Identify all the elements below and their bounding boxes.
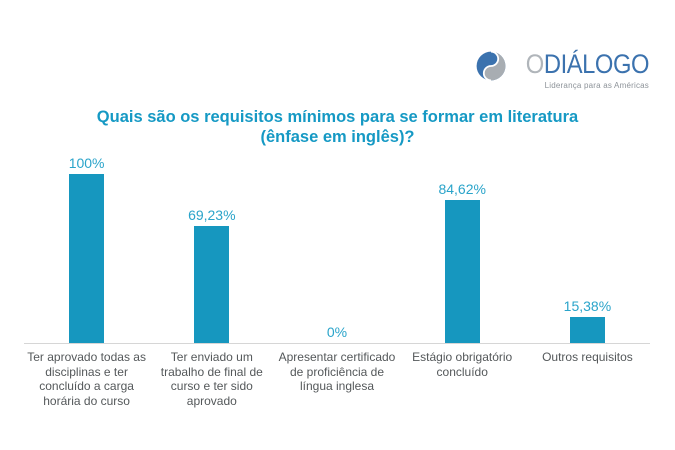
bar-column: 15,38% bbox=[525, 155, 650, 343]
category-label: Estágio obrigatório concluído bbox=[412, 350, 513, 379]
dialog-circle-icon bbox=[476, 51, 506, 81]
category-labels-row: Ter aprovado todas as disciplinas e ter … bbox=[24, 350, 650, 408]
bar bbox=[194, 226, 230, 343]
bars-area: 100% 69,23% 0% 84,62% 15,38% bbox=[24, 155, 650, 343]
logo-name: DIÁLOGO bbox=[543, 49, 650, 79]
logo-prefix: O bbox=[525, 49, 544, 79]
bar-value-label: 84,62% bbox=[438, 181, 486, 197]
logo-tagline: Liderança para as Américas bbox=[544, 81, 649, 90]
category-label: Ter enviado um trabalho de final de curs… bbox=[160, 350, 263, 408]
bar-column: 69,23% bbox=[149, 155, 274, 343]
chart-title-line1: Quais são os requisitos mínimos para se … bbox=[96, 108, 579, 126]
bar-column: 84,62% bbox=[400, 155, 525, 343]
x-axis-line bbox=[24, 343, 650, 344]
bar-column: 0% bbox=[274, 155, 399, 343]
bar bbox=[69, 174, 105, 343]
bar-value-label: 69,23% bbox=[188, 207, 236, 224]
logo: ODIÁLOGO Liderança para as Américas bbox=[476, 50, 649, 90]
category-label: Outros requisitos bbox=[542, 350, 633, 364]
bar bbox=[444, 200, 480, 343]
bar-chart: 100% 69,23% 0% 84,62% 15,38% Ter aprovado to… bbox=[24, 155, 650, 408]
bar-value-label: 0% bbox=[326, 324, 348, 340]
logo-text: ODIÁLOGO Liderança para as Américas bbox=[509, 49, 650, 91]
chart-title-line2: (ênfase em inglês)? bbox=[260, 128, 415, 146]
chart-title: Quais são os requisitos mínimos para se … bbox=[0, 107, 675, 147]
category-label: Apresentar certificado de proficiência d… bbox=[278, 350, 396, 393]
category-label: Ter aprovado todas as disciplinas e ter … bbox=[27, 350, 146, 408]
bar-value-label: 100% bbox=[68, 155, 105, 171]
logo-wordmark: ODIÁLOGO bbox=[525, 49, 650, 79]
bar bbox=[569, 317, 605, 343]
bar-column: 100% bbox=[24, 155, 149, 343]
bar-value-label: 15,38% bbox=[563, 298, 612, 315]
